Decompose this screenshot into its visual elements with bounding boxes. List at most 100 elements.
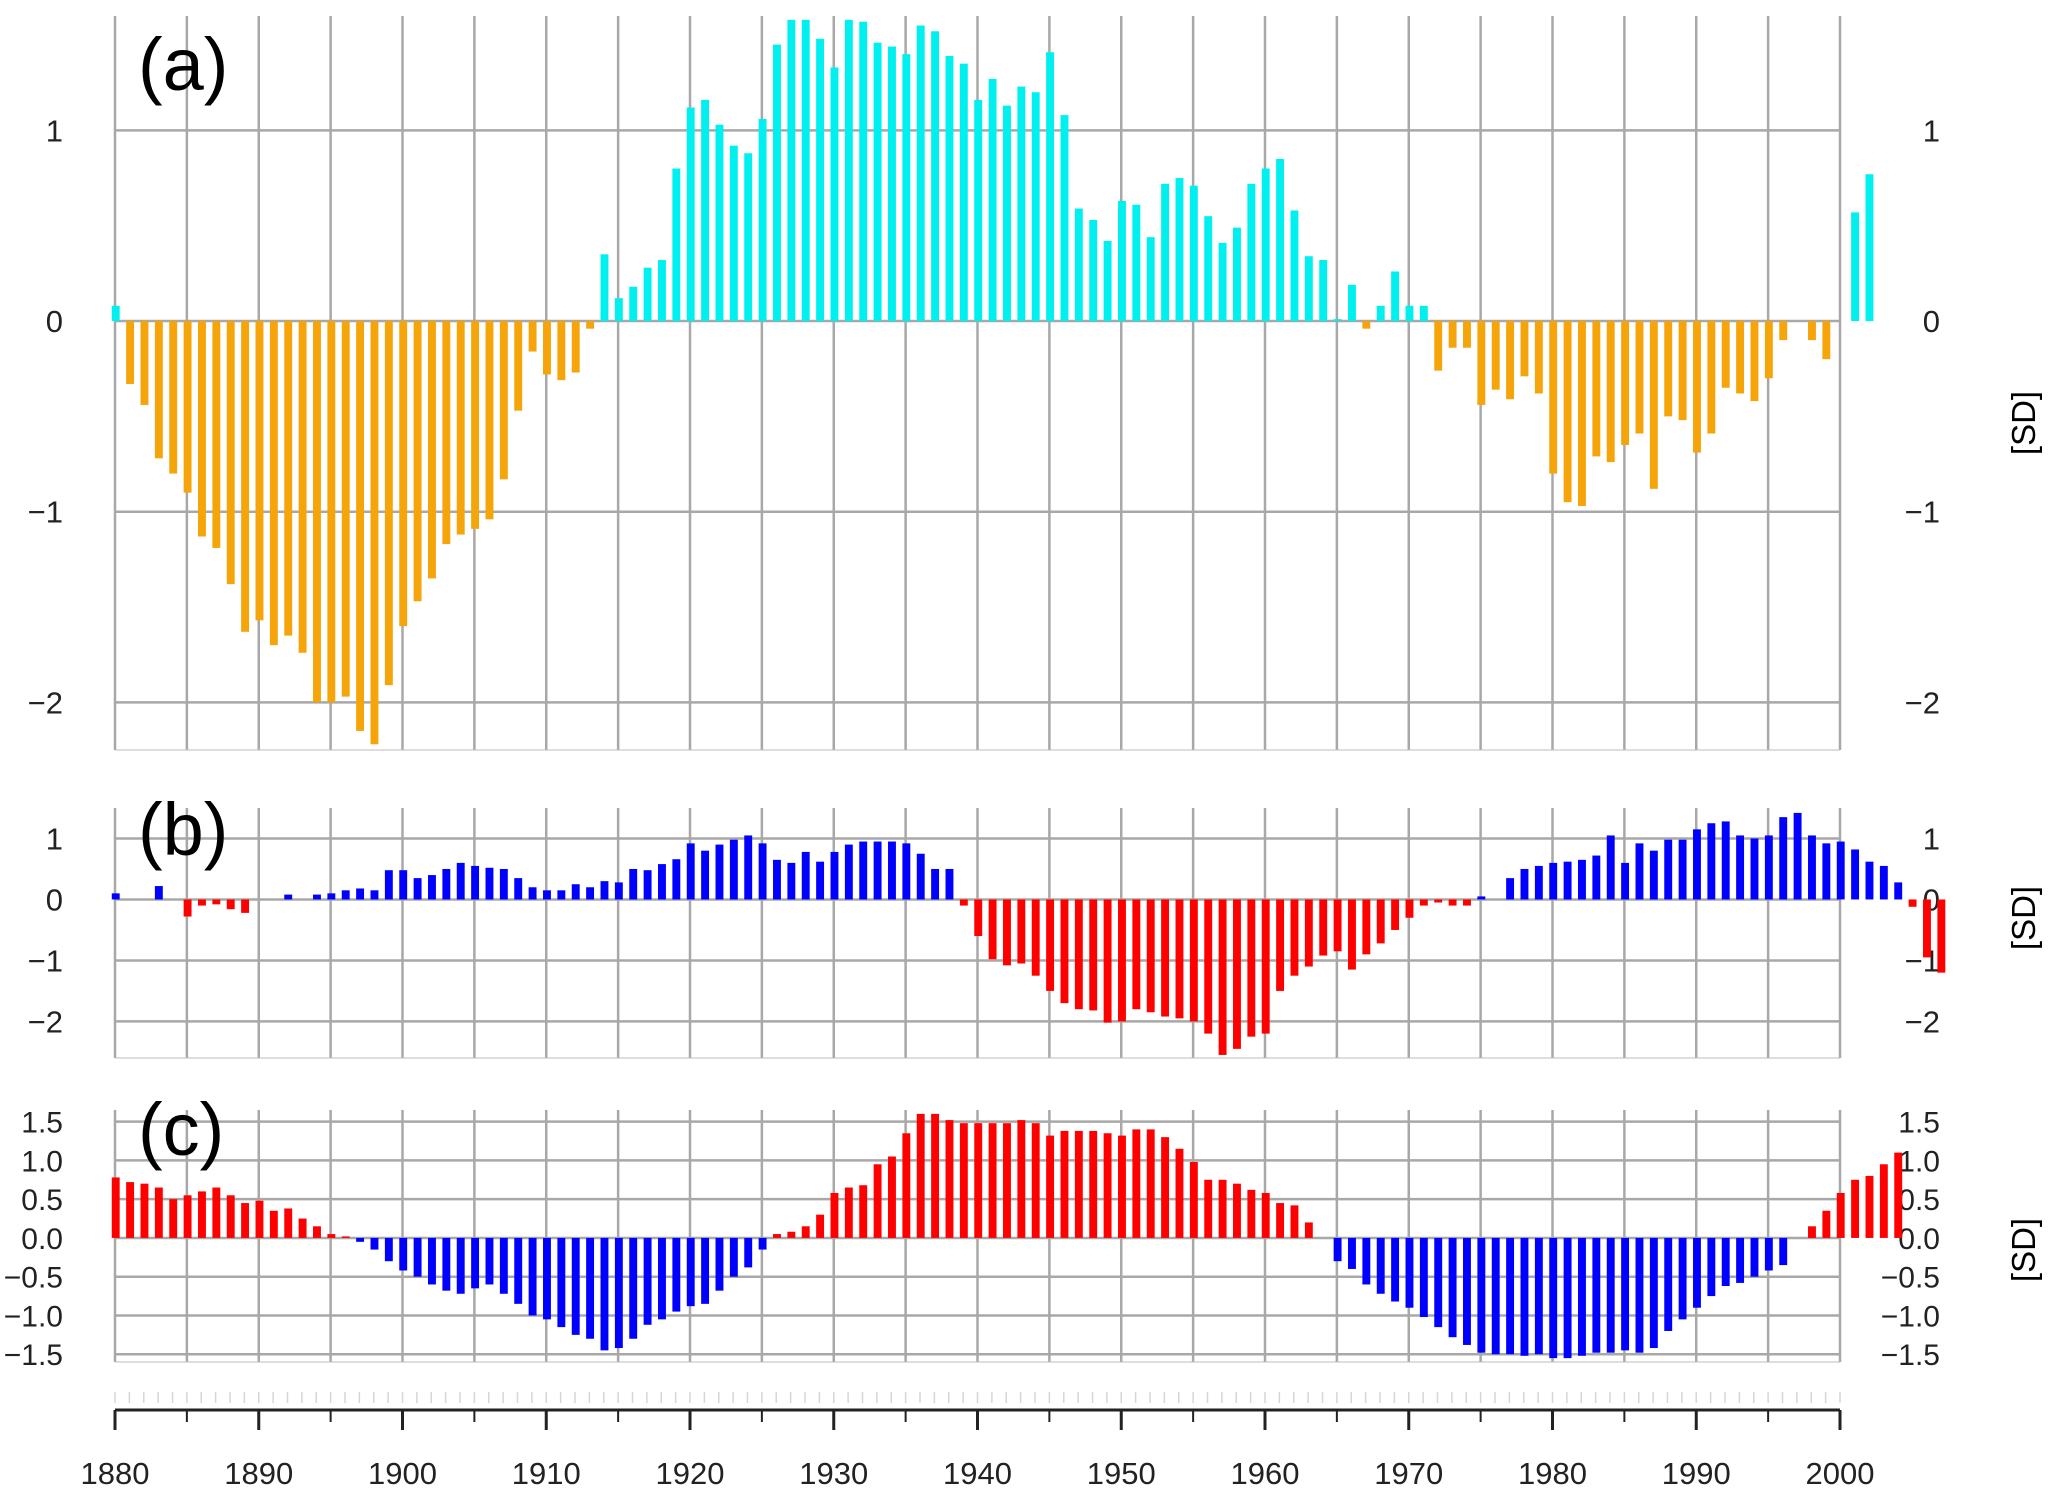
bar-1927 <box>787 1231 796 1238</box>
bar-1923 <box>729 1237 738 1277</box>
bar-1926 <box>773 44 781 322</box>
bar-1901 <box>413 878 422 900</box>
bar-1964 <box>1319 260 1328 322</box>
bar-1975 <box>1477 321 1486 405</box>
bar-1958 <box>1233 1183 1241 1238</box>
bar-1981 <box>1563 321 1572 503</box>
bar-1966 <box>1348 284 1356 322</box>
bar-1880 <box>111 1177 120 1238</box>
bar-1998 <box>1808 321 1816 341</box>
bar-1945 <box>1046 899 1055 991</box>
bar-1883 <box>154 1187 163 1238</box>
bar-1933 <box>873 841 882 900</box>
y-tick-label-left: 0 <box>46 882 63 917</box>
bar-1893 <box>298 321 307 653</box>
bar-1908 <box>514 878 523 900</box>
bar-1959 <box>1247 183 1256 322</box>
bar-1914 <box>600 1237 609 1351</box>
bar-1946 <box>1060 1130 1069 1238</box>
y-tick-label-left: 0.0 <box>21 1223 63 1256</box>
bar-1969 <box>1391 899 1400 930</box>
bar-1920 <box>686 1237 695 1307</box>
bar-1950 <box>1118 200 1126 322</box>
bar-1931 <box>844 1187 853 1238</box>
bar-1910 <box>543 321 551 375</box>
bar-1972 <box>1434 321 1443 371</box>
bar-1947 <box>1074 208 1083 322</box>
bar-1983 <box>1592 1237 1601 1353</box>
bar-1935 <box>902 1133 911 1238</box>
bar-1953 <box>1161 899 1170 1017</box>
bar-1951 <box>1132 204 1141 322</box>
y-tick-label-right: −1 <box>1905 943 1940 978</box>
bar-1924 <box>744 153 753 322</box>
bar-1979 <box>1534 321 1543 394</box>
bar-1990 <box>1693 829 1701 900</box>
y-tick-label-left: −0.5 <box>4 1262 63 1295</box>
bar-1931 <box>844 19 853 322</box>
bar-1954 <box>1175 1148 1184 1238</box>
bar-1905 <box>471 321 480 529</box>
bar-1909 <box>528 321 537 352</box>
bar-1986 <box>1635 843 1644 900</box>
bar-1957 <box>1218 242 1227 322</box>
bar-2002 <box>1865 1175 1874 1238</box>
bar-1977 <box>1506 878 1515 900</box>
bar-1993 <box>1736 321 1745 394</box>
bar-1918 <box>658 864 666 900</box>
bar-1889 <box>241 899 250 913</box>
bar-1899 <box>384 1237 393 1262</box>
bar-1954 <box>1175 178 1184 322</box>
bar-1958 <box>1233 899 1241 1049</box>
bar-1915 <box>614 882 623 900</box>
bar-1943 <box>1017 1120 1026 1238</box>
bar-1899 <box>384 870 393 900</box>
bar-1885 <box>183 321 192 493</box>
bar-1930 <box>830 1192 839 1238</box>
bar-1961 <box>1276 1203 1285 1238</box>
bar-1925 <box>758 843 767 900</box>
bar-1900 <box>399 870 408 900</box>
bar-1982 <box>1578 1237 1586 1356</box>
bar-1933 <box>873 42 882 322</box>
bar-1934 <box>888 841 896 900</box>
bar-1953 <box>1161 1137 1170 1238</box>
y-tick-label-left: 0 <box>46 304 63 339</box>
y-tick-label-right: −1 <box>1905 495 1940 530</box>
bar-1896 <box>341 1236 350 1238</box>
panel-b: 1 10 0−1 −1−2 −2(b)[SD] <box>28 788 2042 1059</box>
bar-1948 <box>1089 1130 1098 1238</box>
bar-1929 <box>816 861 825 900</box>
bar-1968 <box>1376 1237 1385 1294</box>
bar-1937 <box>931 31 940 322</box>
bar-1942 <box>1003 105 1011 322</box>
bar-1973 <box>1448 321 1457 348</box>
bar-1922 <box>715 124 724 322</box>
bar-1907 <box>499 868 508 900</box>
bar-1880 <box>111 893 120 900</box>
bar-1944 <box>1031 92 1040 322</box>
bar-1926 <box>773 859 781 900</box>
panel-c: 1.5 1.5 1.0 1.0 0.5 0.5 0.0 0.0 −0.5 −0.5 −1.0 −1.0… <box>4 1088 2042 1372</box>
bar-1889 <box>241 1203 250 1238</box>
bar-1898 <box>370 321 379 745</box>
bar-1974 <box>1463 899 1471 906</box>
bar-1974 <box>1463 321 1471 348</box>
bar-1907 <box>499 1237 508 1294</box>
bar-1915 <box>614 298 623 322</box>
bar-1949 <box>1103 240 1112 322</box>
bar-1962 <box>1290 1205 1299 1238</box>
unit-label: [SD] <box>2005 391 2042 455</box>
bar-1895 <box>327 893 336 900</box>
bar-1896 <box>341 890 350 900</box>
bar-1899 <box>384 321 393 686</box>
bar-1990 <box>1693 321 1701 453</box>
bar-1882 <box>140 1183 149 1238</box>
bar-1897 <box>356 321 365 731</box>
bar-1919 <box>672 859 681 900</box>
bar-1910 <box>543 890 551 900</box>
bar-1999 <box>1822 321 1831 360</box>
bar-1942 <box>1003 899 1011 966</box>
bar-1894 <box>313 1226 321 1238</box>
bar-1995 <box>1764 321 1773 379</box>
